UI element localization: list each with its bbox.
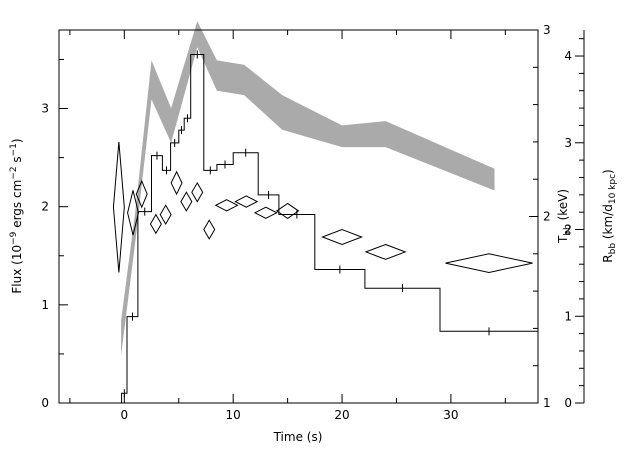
y-axis-label-tbb: Tbb (keV) (556, 189, 573, 244)
flux-histogram (121, 54, 538, 403)
temperature-diamond (445, 253, 533, 273)
temperature-diamond (275, 202, 300, 219)
tbb-tick-label: 1 (543, 396, 551, 410)
radius-band (121, 21, 495, 356)
rbb-tick-label: 3 (564, 136, 572, 150)
temperature-diamond (191, 181, 204, 203)
x-tick-label: 0 (120, 408, 128, 422)
rbb-tick-label: 2 (564, 223, 572, 237)
rbb-tick-label: 4 (564, 49, 572, 63)
x-tick-label: 30 (443, 408, 458, 422)
y-axis-label-rbb: Rbb (km/d10 kpc) (601, 169, 618, 262)
rbb-tick-label: 1 (564, 309, 572, 323)
temperature-diamond (180, 191, 193, 212)
temperature-diamond (159, 204, 172, 225)
temperature-diamond (127, 190, 139, 236)
temperature-diamond (214, 199, 239, 212)
flux-tick-label: 0 (41, 396, 49, 410)
radius-band-layer (121, 21, 495, 356)
x-tick-label: 20 (334, 408, 349, 422)
plot-frame (58, 29, 539, 404)
temperature-diamond (203, 219, 216, 240)
flux-tick-label: 2 (41, 200, 49, 214)
y-axis-label-flux: Flux (10−9 ergs cm−2 s−1) (9, 138, 24, 293)
tick-layer (59, 29, 584, 404)
temperature-diamond (135, 179, 148, 209)
flux-tick-label: 1 (41, 298, 49, 312)
temperature-diamond-layer (112, 141, 533, 273)
x-axis-label: Time (s) (273, 430, 323, 444)
temperature-diamond (321, 229, 364, 246)
temperature-diamond (112, 141, 125, 273)
rbb-tick-label: 0 (564, 396, 572, 410)
temperature-diamond (253, 206, 278, 219)
temperature-diamond (170, 170, 183, 196)
temperature-diamond (149, 213, 162, 235)
tbb-tick-label: 3 (543, 23, 551, 37)
tbb-tick-label: 2 (543, 210, 551, 224)
flux-histogram-layer (121, 50, 538, 403)
x-tick-label: 10 (226, 408, 241, 422)
temperature-diamond (234, 195, 259, 208)
flux-tick-label: 3 (41, 102, 49, 116)
temperature-diamond (364, 243, 407, 260)
